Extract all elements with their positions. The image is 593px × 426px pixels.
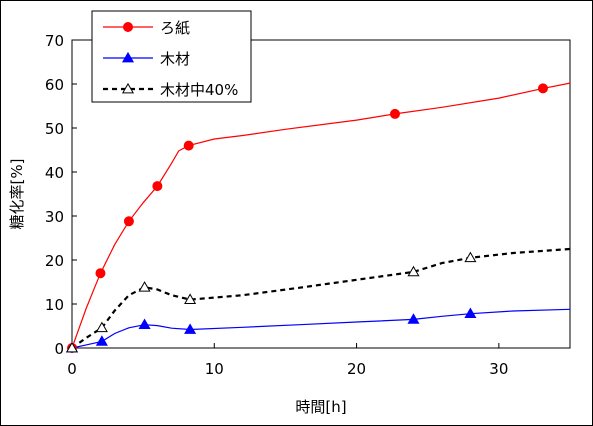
x-tick-label: 10 [205, 360, 224, 378]
data-point [464, 307, 477, 319]
y-tick-label: 60 [45, 76, 64, 94]
data-point [537, 83, 548, 94]
y-tick-label: 40 [45, 164, 64, 182]
y-axis-label: 糖化率[%] [8, 159, 26, 230]
series-markers [65, 83, 548, 353]
data-point [95, 268, 106, 279]
data-point [184, 323, 197, 334]
x-tick-label: 30 [489, 360, 508, 378]
data-point [152, 181, 163, 192]
y-tick-label: 50 [45, 120, 64, 138]
series-line [71, 82, 571, 349]
y-tick-label: 70 [45, 32, 64, 50]
plot-area [71, 39, 571, 349]
series-line [71, 247, 571, 349]
data-point [183, 140, 194, 151]
data-point [407, 265, 420, 277]
legend-box [91, 10, 252, 103]
data-point [65, 341, 79, 353]
data-point [389, 108, 400, 119]
x-axis-label: 時間[h] [295, 398, 346, 416]
legend-marker [121, 51, 135, 63]
legend-marker [121, 82, 135, 94]
legend-label: 木材 [160, 50, 190, 68]
y-tick-label: 20 [45, 252, 64, 270]
axis-ticks: 0 10 20 30 40 50 60 70 0 10 20 30 [45, 32, 508, 378]
data-point [123, 216, 134, 227]
data-point [95, 321, 108, 333]
data-point [464, 251, 477, 263]
data-point [138, 318, 151, 330]
x-tick-label: 0 [67, 360, 77, 378]
legend-marker [123, 22, 133, 32]
legend-label: 木材中40% [160, 81, 238, 99]
data-point [407, 313, 420, 324]
legend-label: ろ紙 [160, 19, 190, 37]
y-tick-label: 10 [45, 296, 64, 314]
y-tick-label: 0 [54, 340, 64, 358]
data-point [184, 293, 197, 304]
y-tick-label: 30 [45, 208, 64, 226]
data-point [138, 281, 151, 292]
x-tick-label: 20 [347, 360, 366, 378]
data-point [95, 335, 108, 346]
